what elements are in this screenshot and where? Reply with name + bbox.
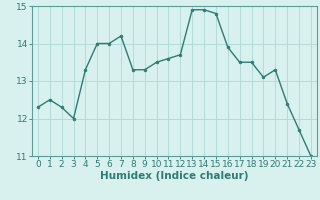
X-axis label: Humidex (Indice chaleur): Humidex (Indice chaleur) [100,171,249,181]
